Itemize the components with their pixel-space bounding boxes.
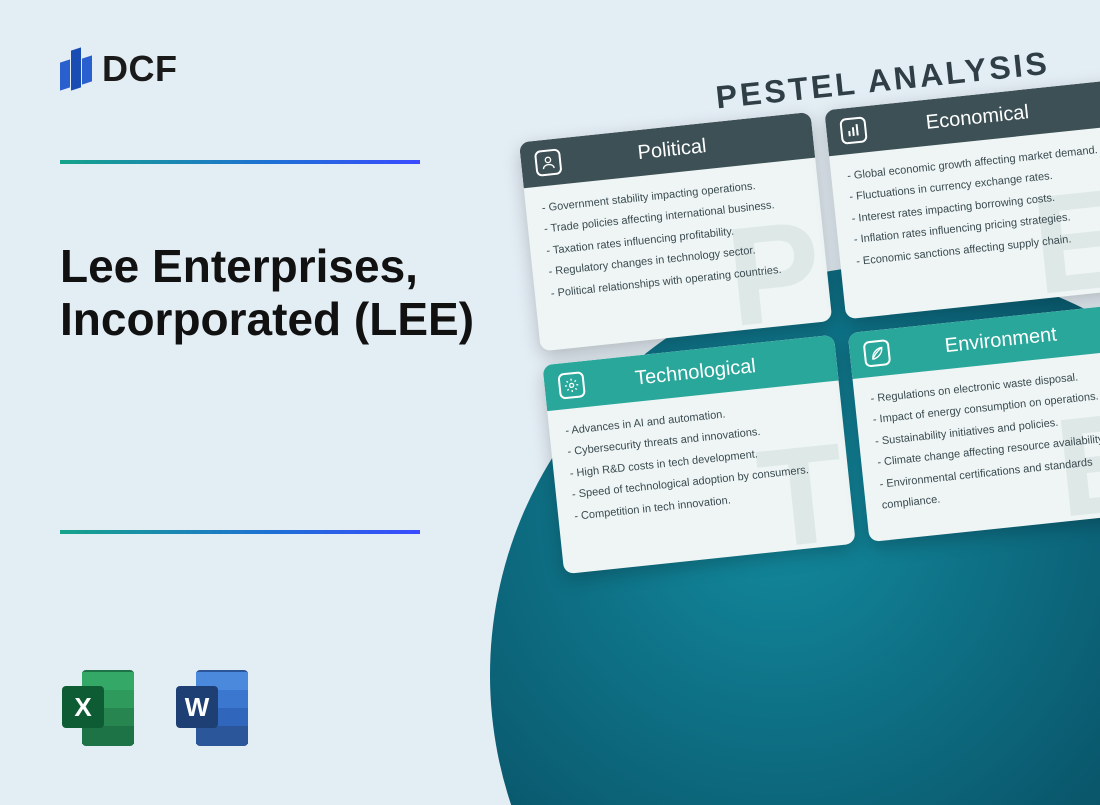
brand-logo-mark [60, 45, 94, 93]
technological-icon [557, 371, 586, 400]
pestel-card-technological: Technological T Advances in AI and autom… [542, 335, 855, 574]
svg-text:X: X [74, 692, 92, 722]
card-body: Government stability impacting operation… [524, 158, 830, 325]
pestel-card-political: Political P Government stability impacti… [519, 112, 832, 351]
environment-icon [863, 339, 892, 368]
page-title: Lee Enterprises, Incorporated (LEE) [60, 240, 480, 346]
word-icon: W [174, 666, 258, 750]
pestel-card-economical: Economical E Global economic growth affe… [824, 80, 1100, 319]
pestel-card-environment: Environment E Regulations on electronic … [848, 303, 1100, 542]
political-icon [534, 148, 563, 177]
divider-bottom [60, 530, 420, 534]
brand-name: DCF [102, 48, 178, 90]
divider-top [60, 160, 420, 164]
economical-icon [839, 116, 868, 145]
excel-icon: X [60, 666, 144, 750]
svg-text:W: W [185, 692, 210, 722]
file-icon-row: X W [60, 666, 258, 750]
card-body: Advances in AI and automation.Cybersecur… [547, 380, 853, 547]
pestel-card-grid: Political P Government stability impacti… [519, 80, 1100, 574]
brand-logo: DCF [60, 45, 178, 93]
card-body: Regulations on electronic waste disposal… [853, 348, 1100, 536]
infographic-canvas: DCF Lee Enterprises, Incorporated (LEE) … [0, 0, 1100, 805]
